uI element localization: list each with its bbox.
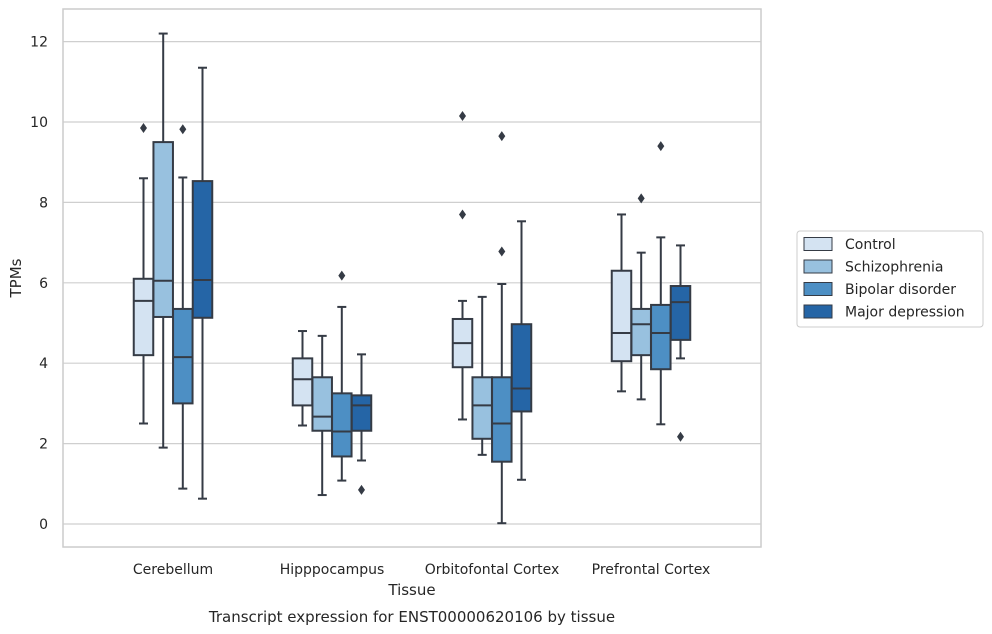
outlier-point [657,141,665,152]
box-bipolar-disorder [491,131,513,525]
x-tick-label: Orbitofontal Cortex [425,562,560,578]
box-iqr [669,285,692,341]
outlier-point [498,246,506,257]
box-iqr [491,376,513,463]
outlier-point [338,270,346,281]
legend-swatch [803,304,833,319]
box-bipolar-disorder [331,270,353,482]
x-tick-label: Hipppocampus [280,562,385,578]
outlier-point [459,209,466,220]
box-schizophrenia [311,334,333,497]
legend-label: Schizophrenia [845,260,943,276]
y-tick-label: 10 [30,115,48,131]
outlier-point [179,124,187,135]
box-iqr [471,376,493,440]
y-tick-label: 6 [39,276,48,292]
box-schizophrenia [630,193,652,401]
box-iqr [350,394,373,432]
box-control [132,123,155,425]
y-tick-label: 12 [30,35,48,51]
box-control [291,330,314,427]
box-control [610,213,633,393]
box-iqr [630,307,652,357]
box-iqr [132,277,155,357]
outlier-point [140,123,147,134]
box-major-depression [191,66,214,500]
y-axis-title: TPMs [7,258,25,298]
outlier-point [459,110,466,121]
box-major-depression [669,244,692,442]
y-tick-labels: 0 2 4 6 8 10 12 [30,35,48,533]
box-major-depression [510,220,533,481]
box-iqr [311,376,333,432]
x-tick-label: Prefrontal Cortex [592,562,711,578]
box-schizophrenia [471,295,493,456]
box-iqr [610,269,633,363]
y-tick-label: 0 [39,517,48,533]
legend-label: Major depression [845,305,965,321]
outlier-point [358,484,365,495]
box-iqr [510,323,533,413]
chart-caption: Transcript expression for ENST0000062010… [208,608,615,626]
legend-swatch [803,237,833,251]
outlier-point [677,431,684,442]
legend-swatch [803,259,833,274]
x-tick-labels: Cerebellum Hipppocampus Orbitofontal Corte… [133,562,710,578]
outlier-point [637,193,645,204]
plot-frame [62,8,762,548]
box-iqr [172,307,194,405]
boxes [132,32,692,525]
box-major-depression [350,353,373,495]
box-iqr [191,180,214,319]
y-tick-label: 4 [39,356,48,372]
box-iqr [650,303,672,371]
box-bipolar-disorder [172,124,194,490]
box-schizophrenia [152,32,174,449]
y-tick-label: 8 [39,195,48,211]
legend-frame [796,230,984,328]
outlier-point [498,131,506,142]
box-iqr [152,141,174,318]
box-iqr [331,392,353,458]
legend-label: Bipolar disorder [845,282,956,298]
legend-swatch [803,282,833,296]
box-iqr [291,357,314,407]
box-control [451,110,474,421]
x-tick-label: Cerebellum [133,562,213,578]
legend-label: Control [845,237,896,253]
x-axis-title: Tissue [387,581,435,599]
box-bipolar-disorder [650,141,672,426]
legend: Control Schizophrenia Bipolar disorder Majo… [796,230,984,328]
y-tick-label: 2 [39,437,48,453]
